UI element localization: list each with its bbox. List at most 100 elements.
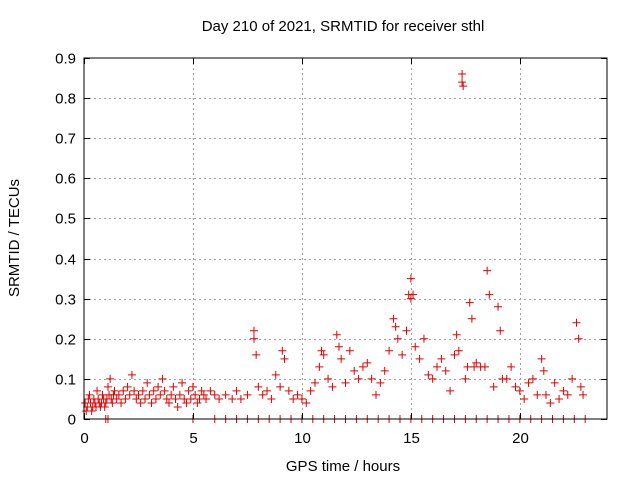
data-point — [372, 390, 381, 399]
data-point — [467, 314, 476, 323]
data-point — [402, 326, 411, 335]
data-point — [106, 374, 115, 383]
data-point — [452, 330, 461, 339]
data-point — [117, 398, 126, 407]
data-point — [175, 390, 184, 399]
data-point — [199, 390, 208, 399]
data-point — [171, 394, 180, 403]
data-point — [232, 386, 241, 395]
data-point — [537, 354, 546, 363]
data-point — [541, 390, 550, 399]
data-point — [324, 374, 333, 383]
data-point — [358, 362, 367, 371]
data-point — [119, 386, 128, 395]
y-tick-label: 0.1 — [55, 372, 76, 389]
data-point — [409, 290, 418, 299]
data-point — [141, 394, 150, 403]
data-point — [385, 346, 394, 355]
grid — [84, 58, 607, 419]
data-points — [81, 70, 590, 423]
data-point — [249, 326, 258, 335]
data-point — [188, 382, 197, 391]
data-point — [202, 394, 211, 403]
data-point — [271, 370, 280, 379]
data-point — [576, 382, 585, 391]
data-point — [87, 406, 96, 415]
y-tick-label: 0.2 — [55, 332, 76, 349]
data-point — [147, 398, 156, 407]
data-point — [574, 334, 583, 343]
data-point — [398, 350, 407, 359]
data-point — [389, 314, 398, 323]
data-point — [454, 346, 463, 355]
x-axis-label: GPS time / hours — [286, 458, 400, 475]
data-point — [136, 398, 145, 407]
data-point — [191, 390, 200, 399]
data-point — [502, 374, 511, 383]
data-point — [563, 390, 572, 399]
data-point — [284, 386, 293, 395]
data-point — [100, 402, 109, 411]
data-point — [406, 274, 415, 283]
data-point — [419, 334, 428, 343]
data-point — [511, 382, 520, 391]
data-point — [276, 382, 285, 391]
data-point — [461, 374, 470, 383]
data-point — [114, 390, 123, 399]
axis-ticks: 0 0.1 0.2 0.3 0.4 0.5 0.6 0.7 0.8 0.9 0 5 10 15 20 — [55, 51, 607, 447]
data-point — [391, 322, 400, 331]
data-point — [458, 70, 467, 79]
data-point — [380, 366, 389, 375]
data-point — [546, 398, 555, 407]
data-point — [280, 354, 289, 363]
data-point — [249, 334, 258, 343]
data-point — [424, 370, 433, 379]
data-point — [315, 362, 324, 371]
data-point — [559, 386, 568, 395]
data-point — [302, 398, 311, 407]
data-point — [450, 350, 459, 359]
data-point — [319, 350, 328, 359]
data-point — [145, 390, 154, 399]
data-point — [178, 378, 187, 387]
data-point — [193, 398, 202, 407]
data-point — [167, 390, 176, 399]
data-point — [515, 386, 524, 395]
data-point — [446, 386, 455, 395]
data-point — [151, 394, 160, 403]
data-point — [169, 382, 178, 391]
data-point — [332, 330, 341, 339]
data-point — [108, 398, 117, 407]
y-axis-label: SRMTID / TECUs — [6, 179, 23, 297]
data-point — [132, 394, 141, 403]
chart-title: Day 210 of 2021, SRMTID for receiver sth… — [202, 18, 485, 35]
x-tick-label: 0 — [80, 430, 88, 447]
data-point — [125, 390, 134, 399]
data-point — [539, 366, 548, 375]
data-point — [568, 374, 577, 383]
y-tick-label: 0.9 — [55, 51, 76, 68]
data-point — [149, 386, 158, 395]
data-point — [263, 386, 272, 395]
data-point — [483, 266, 492, 275]
data-point — [306, 386, 315, 395]
x-tick-label: 5 — [189, 430, 197, 447]
data-point — [162, 394, 171, 403]
data-point — [310, 378, 319, 387]
data-point — [496, 326, 505, 335]
data-point — [267, 394, 276, 403]
data-point — [441, 366, 450, 375]
data-point — [367, 374, 376, 383]
data-point — [206, 386, 215, 395]
data-point — [376, 378, 385, 387]
data-point — [480, 362, 489, 371]
data-point — [489, 382, 498, 391]
y-tick-label: 0.7 — [55, 131, 76, 148]
data-point — [252, 350, 261, 359]
y-tick-label: 0.3 — [55, 292, 76, 309]
data-point — [437, 354, 446, 363]
data-point — [93, 386, 102, 395]
data-point — [317, 346, 326, 355]
data-point — [173, 402, 182, 411]
